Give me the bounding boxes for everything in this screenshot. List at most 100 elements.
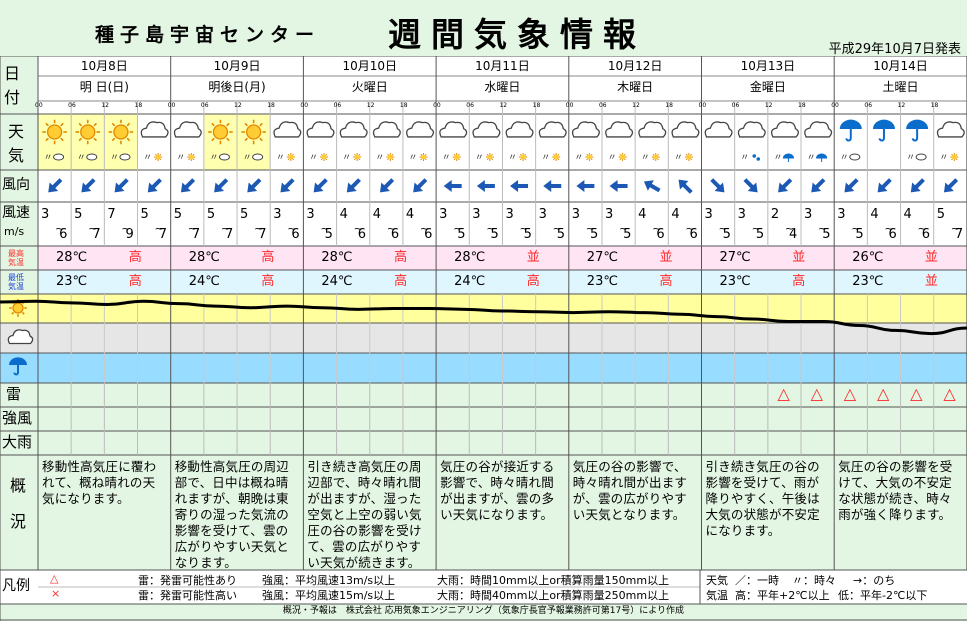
- wind-speed-max: 6: [424, 227, 433, 242]
- hour-label: 06: [68, 102, 76, 109]
- tmin-row-bg: [38, 270, 967, 294]
- svg-text:〃: 〃: [608, 153, 617, 163]
- wind-speed-min: 4: [339, 207, 348, 222]
- hour-label: 18: [267, 102, 275, 109]
- hour-label: 00: [167, 102, 176, 109]
- wind-dir-label: 風向: [2, 177, 30, 193]
- wind-speed-sep: ~: [917, 222, 927, 235]
- tmin-level: 高: [526, 274, 540, 289]
- wind-speed-max: 7: [258, 227, 267, 242]
- overview-text: 気圧の谷の影響で、 時々晴れ間が出ます が、雲の広がりやす い天気となります。: [572, 459, 688, 522]
- svg-text:〃: 〃: [409, 153, 418, 163]
- day-label: 火曜日: [351, 80, 388, 94]
- svg-text:〃: 〃: [276, 153, 285, 163]
- wind-arrow: [844, 178, 859, 193]
- weather-sub-icon: 〃: [375, 153, 395, 163]
- tmin-value: 23℃: [719, 274, 751, 289]
- grid-lines: 〃 〃 〃 〃 〃 〃 〃 〃 〃 〃 〃 〃 〃 〃 〃 〃 〃 〃 〃 〃 〃 〃 〃 〃 〃 〃: [0, 56, 967, 621]
- wind-speed-label: 風速: [2, 205, 30, 221]
- legend-temp-title: 気温: [706, 589, 728, 602]
- hour-label: 12: [897, 102, 906, 109]
- wind-speed-sep: ~: [552, 222, 562, 235]
- hour-label: 18: [399, 102, 408, 109]
- weather-cloud-icon: [273, 121, 302, 138]
- hazard-rows-bg: [0, 383, 967, 455]
- svg-text:〃: 〃: [110, 153, 119, 163]
- wind-speed-max: 4: [789, 227, 798, 242]
- wind-speed-sep: ~: [618, 222, 629, 235]
- wind-speed-min: 3: [704, 207, 713, 222]
- tmin-value: 24℃: [188, 274, 220, 289]
- wind-speed-sep: ~: [386, 222, 396, 235]
- hour-label: 00: [698, 102, 707, 109]
- hour-label: 18: [930, 102, 939, 109]
- wind-unit-label: m/s: [4, 225, 25, 238]
- weather-cloud-icon: [770, 121, 799, 138]
- weather-sun-icon: [241, 119, 266, 145]
- wind-speed-max: 7: [191, 227, 201, 242]
- date-label: 10月8日: [80, 59, 128, 73]
- weather-row-label: 天 気: [8, 122, 25, 165]
- wind-arrow: [247, 178, 262, 193]
- svg-text:〃: 〃: [674, 153, 683, 163]
- weather-umbrella-icon: [839, 119, 862, 142]
- tmax-level: 高: [261, 250, 275, 265]
- wind-arrow: [147, 178, 162, 193]
- wind-speed-sep: ~: [419, 222, 430, 235]
- tmin-value: 23℃: [586, 274, 618, 289]
- weather-cloud-icon: [737, 121, 766, 138]
- wind-arrow: [114, 178, 129, 193]
- weather-cloud-icon: [439, 121, 468, 138]
- weather-cloud-icon: [804, 121, 833, 138]
- wind-speed-sep: ~: [254, 222, 264, 235]
- legend-mark-possible: △: [50, 572, 59, 585]
- legend-wind-2: 強風：平均風速15m/s以上: [262, 589, 396, 602]
- tmax-level: 高: [128, 250, 142, 265]
- hour-label: 06: [200, 102, 209, 109]
- weather-cloud-icon: [704, 121, 733, 138]
- overview-text: 気圧の谷の影響を受 けて、大気の不安定 な状態が続き、時々 雨が強く降ります。: [838, 459, 953, 522]
- legend-thunder-2: 雷：発雷可能性高い: [138, 589, 237, 602]
- wind-speed-max: 5: [855, 227, 864, 242]
- wind-speed-max: 6: [656, 227, 665, 242]
- tmax-row-bg: [38, 246, 967, 270]
- cloud-band: [0, 323, 967, 353]
- wind-speed-max: 5: [822, 227, 831, 242]
- grid-cells: 日 付天 気風向 風速 m/s 最高 気温 最低 気温雷強風 大雨概 況凡例 10月8日明 …: [0, 56, 967, 621]
- thunder-label: 雷: [6, 385, 22, 403]
- weather-sub-icon: 〃: [608, 153, 627, 163]
- svg-text:〃: 〃: [176, 153, 185, 163]
- weather-sub-icon: 〃: [409, 153, 428, 163]
- wind-speed-sep: ~: [486, 222, 496, 235]
- legend-weather-item: ／：一時: [735, 574, 779, 587]
- hour-label: 12: [366, 102, 375, 109]
- wind-arrow: [413, 178, 428, 193]
- wind-speed-min: 3: [505, 207, 514, 222]
- day-label: 明 日(日): [79, 80, 129, 94]
- weather-cloud-icon: [538, 121, 567, 138]
- wind-arrow: [778, 178, 793, 193]
- wind-speed-max: 5: [324, 227, 333, 242]
- wind-speed-min: 5: [240, 207, 249, 222]
- weather-cloud-icon: [638, 121, 667, 138]
- day-label: 水曜日: [484, 80, 521, 94]
- tmin-label: 最低 気温: [8, 273, 24, 291]
- wind-speed-sep: ~: [851, 222, 861, 235]
- hour-label: 18: [532, 102, 541, 109]
- wind-speed-min: 5: [936, 207, 945, 222]
- thunder-mark: △: [910, 384, 923, 403]
- legend-label: 凡例: [2, 578, 30, 594]
- svg-text:〃: 〃: [939, 153, 948, 163]
- wind-speed-max: 5: [623, 227, 632, 242]
- svg-text:〃: 〃: [309, 153, 318, 163]
- wind-speed-sep: ~: [154, 222, 164, 235]
- wind-speed-min: 3: [604, 207, 614, 222]
- tmin-level: 高: [792, 274, 806, 289]
- wind-arrow: [510, 180, 529, 192]
- tmax-value: 28℃: [454, 250, 486, 265]
- rain-band-icon: [9, 357, 27, 376]
- label-col-bg: [0, 56, 38, 294]
- wind-speed-min: 3: [41, 207, 50, 222]
- date-label: 10月14日: [873, 59, 928, 73]
- thunder-mark: △: [876, 384, 890, 403]
